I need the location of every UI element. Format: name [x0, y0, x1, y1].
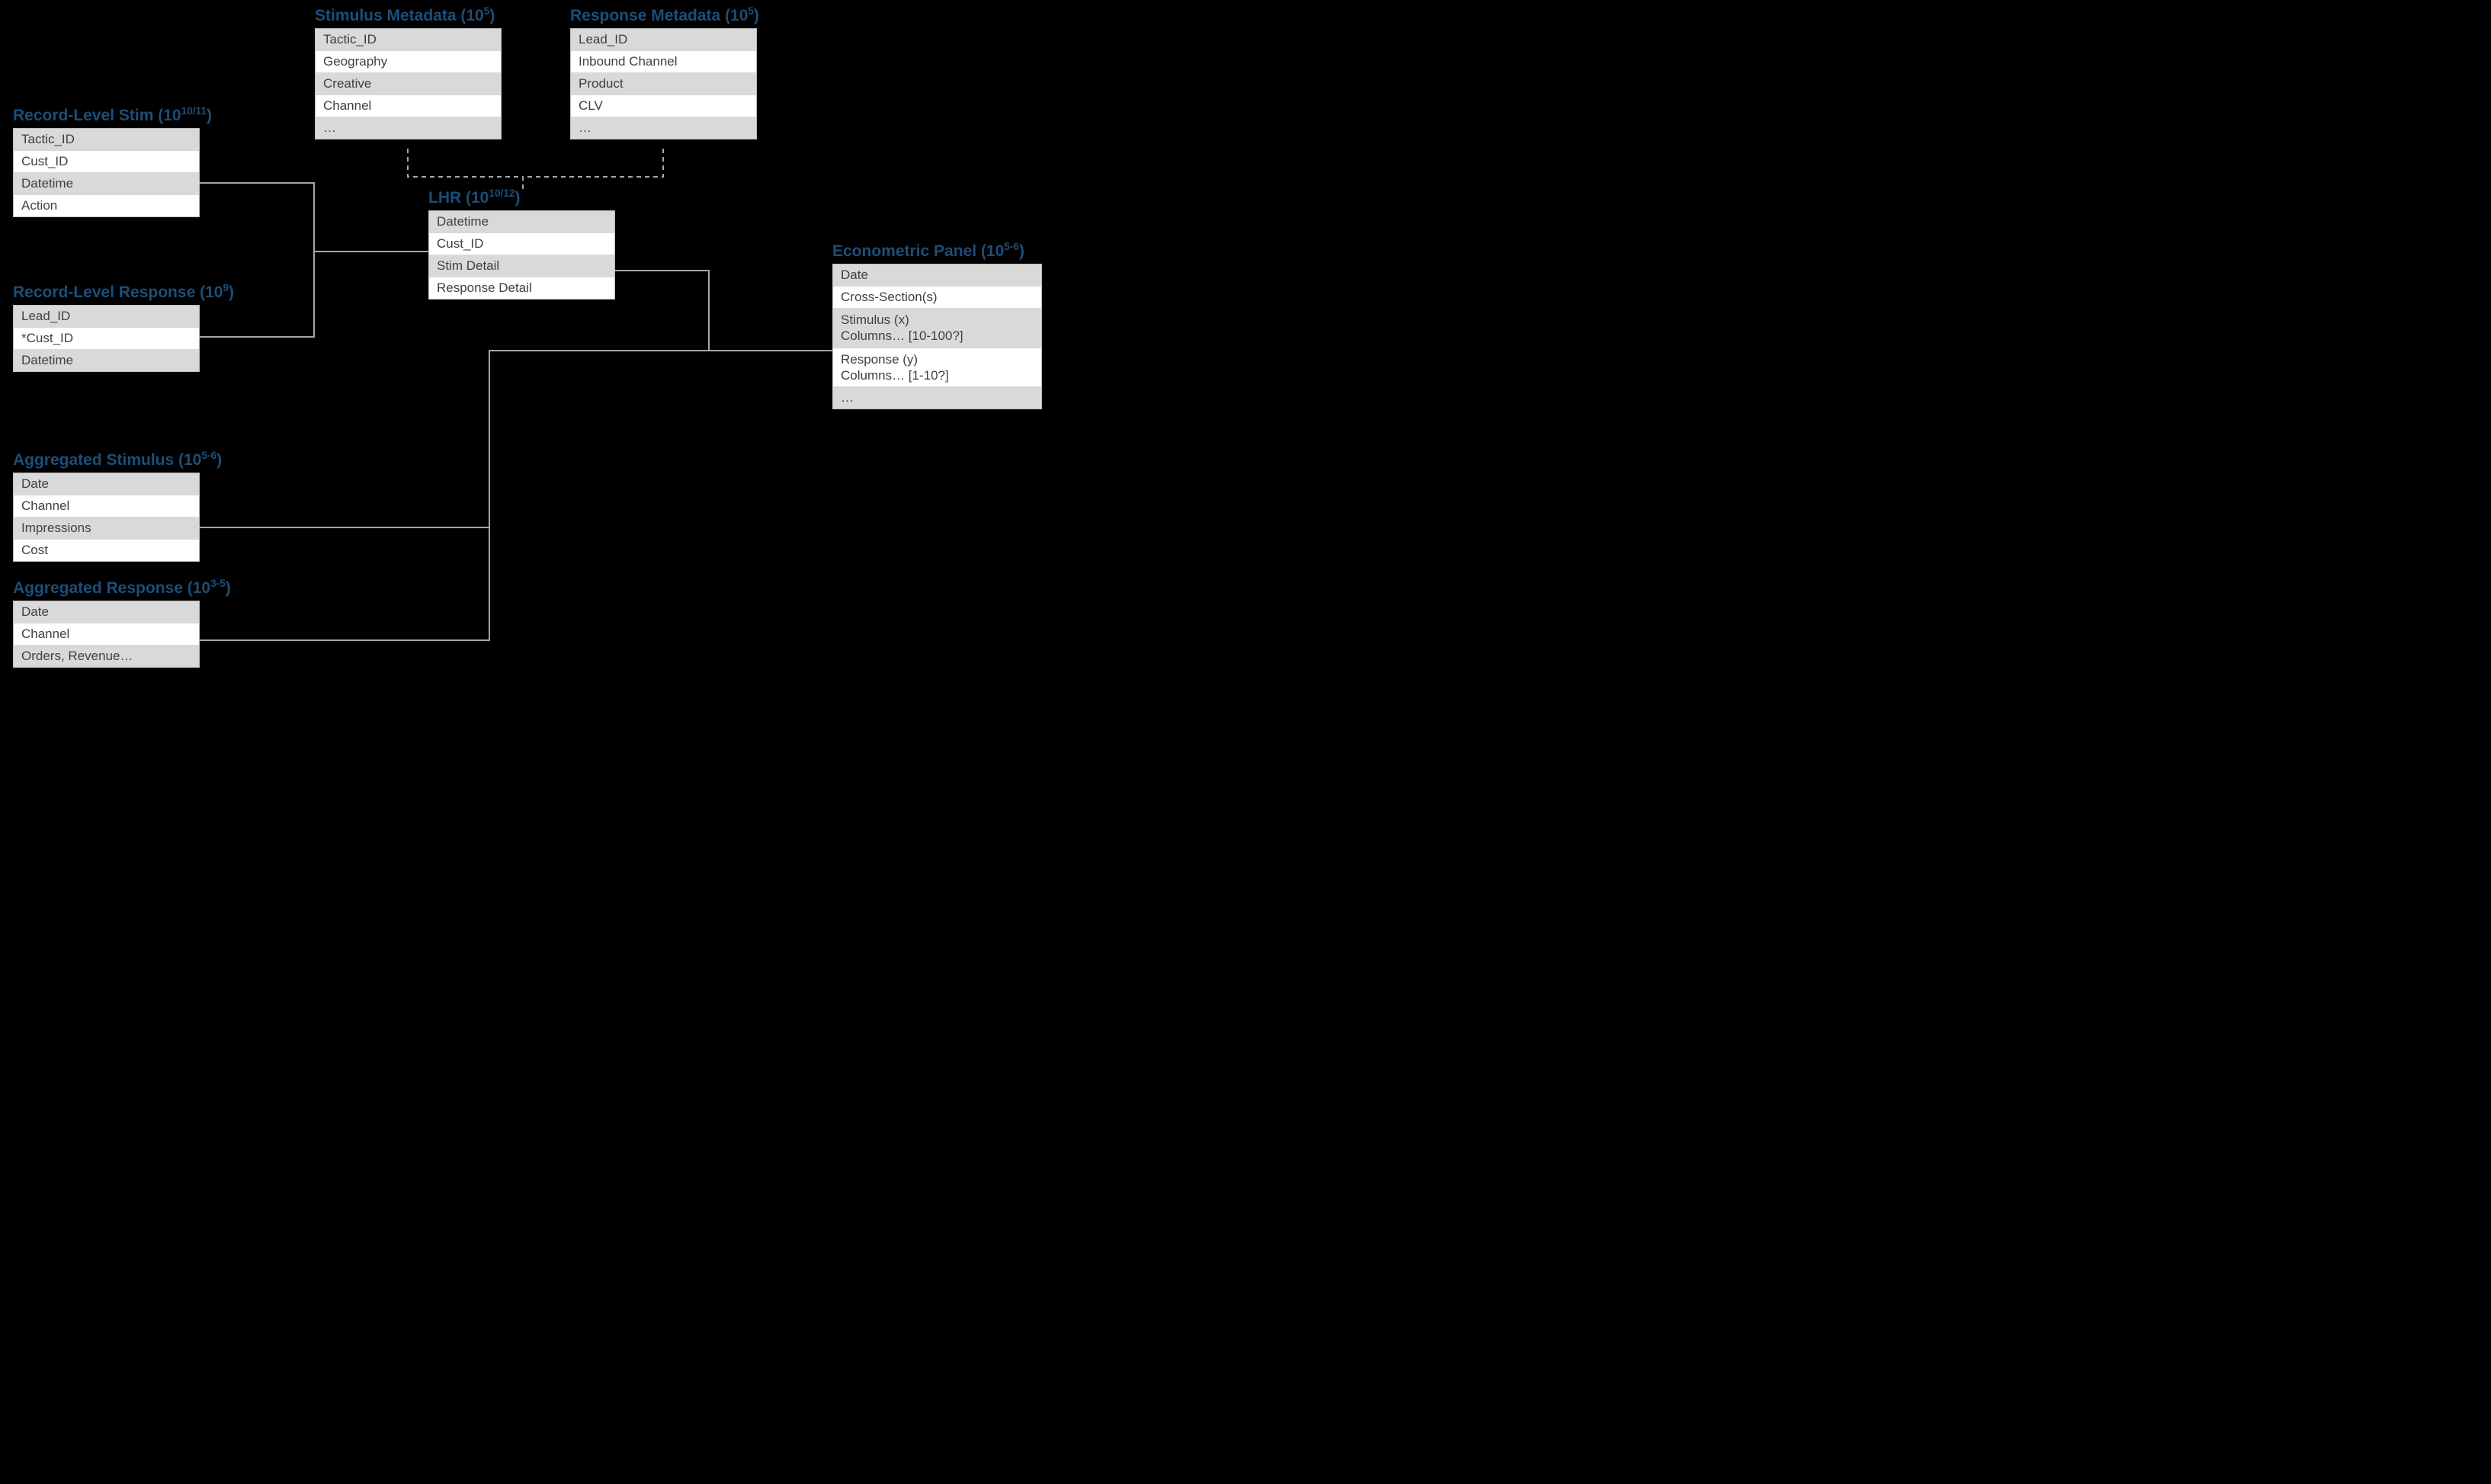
table-title: Response Metadata (105) — [570, 5, 757, 25]
table-row: Cust_ID — [14, 151, 199, 173]
table-title: Aggregated Response (103-5) — [13, 578, 200, 598]
table-row: Tactic_ID — [316, 29, 501, 51]
table-row: Datetime — [14, 350, 199, 371]
table-row: Stim Detail — [429, 255, 614, 277]
table-row: Product — [571, 73, 756, 95]
table-body: Tactic_IDGeographyCreativeChannel… — [315, 28, 502, 139]
table-row: Cross-Section(s) — [833, 287, 1041, 309]
connector-solid — [615, 271, 832, 351]
table-aggResp: Aggregated Response (103-5) DateChannelOr… — [13, 578, 200, 668]
table-row: Datetime — [429, 211, 614, 233]
table-title: Stimulus Metadata (105) — [315, 5, 502, 25]
table-row: Date — [833, 264, 1041, 287]
table-panel: Econometric Panel (105-6) DateCross-Secti… — [832, 241, 1042, 409]
table-row: Response (y) Columns… [1-10?] — [833, 348, 1041, 388]
table-row: Cost — [14, 540, 199, 561]
table-title: Aggregated Stimulus (105-6) — [13, 450, 200, 470]
table-row: … — [316, 117, 501, 139]
table-row: *Cust_ID — [14, 328, 199, 350]
table-row: Date — [14, 601, 199, 623]
table-row: CLV — [571, 95, 756, 117]
table-row: Datetime — [14, 173, 199, 195]
table-lhr: LHR (1010/12) DatetimeCust_IDStim DetailR… — [428, 188, 615, 300]
table-row: … — [833, 387, 1041, 409]
table-row: Tactic_ID — [14, 129, 199, 151]
table-title: Record-Level Response (109) — [13, 282, 200, 302]
table-row: Cust_ID — [429, 233, 614, 255]
table-aggStim: Aggregated Stimulus (105-6) DateChannelIm… — [13, 450, 200, 562]
diagram-stage: Stimulus Metadata (105)Tactic_IDGeograph… — [0, 0, 1114, 663]
table-row: Geography — [316, 51, 501, 73]
table-body: DateCross-Section(s)Stimulus (x) Columns… — [832, 264, 1042, 409]
connector-solid — [200, 351, 709, 527]
table-recStim: Record-Level Stim (1010/11) Tactic_IDCust… — [13, 105, 200, 217]
table-body: Lead_ID*Cust_IDDatetime — [13, 305, 200, 372]
connector-solid — [200, 527, 489, 640]
table-row: Stimulus (x) Columns… [10-100?] — [833, 309, 1041, 348]
connector-dashed — [523, 149, 663, 177]
table-body: DatetimeCust_IDStim DetailResponse Detai… — [428, 210, 615, 300]
table-row: Response Detail — [429, 277, 614, 299]
table-row: Impressions — [14, 518, 199, 540]
table-stimMeta: Stimulus Metadata (105) Tactic_IDGeograph… — [315, 5, 502, 139]
table-row: Channel — [14, 495, 199, 518]
table-body: Lead_IDInbound ChannelProductCLV… — [570, 28, 757, 139]
table-body: Tactic_IDCust_IDDatetimeAction — [13, 128, 200, 217]
table-row: Action — [14, 195, 199, 216]
table-title: Econometric Panel (105-6) — [832, 241, 1042, 261]
connector-solid — [200, 183, 428, 252]
table-row: Channel — [14, 623, 199, 646]
table-row: Lead_ID — [571, 29, 756, 51]
connector-dashed — [408, 149, 523, 189]
table-body: DateChannelOrders, Revenue… — [13, 601, 200, 668]
table-row: Lead_ID — [14, 306, 199, 328]
table-title: Record-Level Stim (1010/11) — [13, 105, 200, 125]
table-row: Creative — [316, 73, 501, 95]
table-recResp: Record-Level Response (109) Lead_ID*Cust_… — [13, 282, 200, 372]
table-row: Inbound Channel — [571, 51, 756, 73]
table-title: LHR (1010/12) — [428, 188, 615, 207]
table-row: … — [571, 117, 756, 139]
table-body: DateChannelImpressionsCost — [13, 473, 200, 562]
table-row: Channel — [316, 95, 501, 117]
table-row: Date — [14, 473, 199, 495]
table-respMeta: Response Metadata (105) Lead_IDInbound Ch… — [570, 5, 757, 139]
table-row: Orders, Revenue… — [14, 646, 199, 667]
